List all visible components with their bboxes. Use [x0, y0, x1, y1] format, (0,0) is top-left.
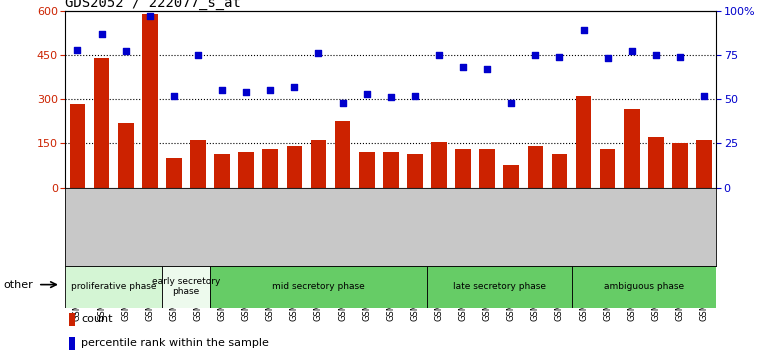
Text: mid secretory phase: mid secretory phase	[272, 282, 365, 291]
Point	[360, 91, 373, 97]
Bar	[210, 266, 427, 308]
Point	[409, 93, 421, 98]
Point	[72, 47, 84, 52]
Bar	[427, 266, 571, 308]
Bar	[576, 96, 591, 188]
Text: late secretory phase: late secretory phase	[453, 282, 546, 291]
Text: count: count	[81, 314, 112, 325]
Bar	[286, 146, 302, 188]
Bar	[527, 146, 543, 188]
Bar	[69, 313, 75, 326]
Bar	[571, 266, 716, 308]
Bar	[696, 141, 712, 188]
Point	[674, 54, 686, 59]
Text: other: other	[3, 280, 33, 290]
Point	[457, 64, 469, 70]
Point	[433, 52, 445, 58]
Point	[313, 50, 325, 56]
Text: early secretory
phase: early secretory phase	[152, 277, 220, 296]
Bar	[94, 58, 109, 188]
Point	[264, 87, 276, 93]
Bar	[310, 141, 326, 188]
Bar	[407, 154, 423, 188]
Bar	[359, 152, 374, 188]
Point	[529, 52, 541, 58]
Bar	[383, 152, 399, 188]
Point	[119, 48, 132, 54]
Point	[168, 93, 180, 98]
Point	[384, 95, 397, 100]
Bar	[166, 158, 182, 188]
Point	[554, 54, 566, 59]
Bar	[480, 149, 495, 188]
Bar	[142, 13, 158, 188]
Bar	[214, 154, 230, 188]
Point	[505, 100, 517, 105]
Bar	[335, 121, 350, 188]
Bar	[162, 266, 210, 308]
Bar	[239, 152, 254, 188]
Bar	[551, 154, 567, 188]
Bar	[65, 266, 162, 308]
Point	[95, 31, 108, 36]
Bar	[69, 337, 75, 350]
Bar	[672, 143, 688, 188]
Point	[336, 100, 349, 105]
Bar	[624, 109, 640, 188]
Point	[481, 66, 494, 72]
Point	[698, 93, 710, 98]
Point	[144, 13, 156, 19]
Bar	[69, 103, 85, 188]
Point	[288, 84, 300, 90]
Bar	[190, 141, 206, 188]
Bar	[504, 166, 519, 188]
Point	[216, 87, 228, 93]
Point	[650, 52, 662, 58]
Point	[578, 27, 590, 33]
Bar	[648, 137, 664, 188]
Text: GDS2052 / 222077_s_at: GDS2052 / 222077_s_at	[65, 0, 241, 10]
Text: proliferative phase: proliferative phase	[71, 282, 156, 291]
Point	[625, 48, 638, 54]
Point	[192, 52, 204, 58]
Bar	[455, 149, 471, 188]
Bar	[263, 149, 278, 188]
Bar	[118, 123, 133, 188]
Bar	[431, 142, 447, 188]
Bar	[600, 149, 615, 188]
Text: percentile rank within the sample: percentile rank within the sample	[81, 338, 269, 348]
Text: ambiguous phase: ambiguous phase	[604, 282, 684, 291]
Point	[240, 89, 253, 95]
Point	[601, 56, 614, 61]
